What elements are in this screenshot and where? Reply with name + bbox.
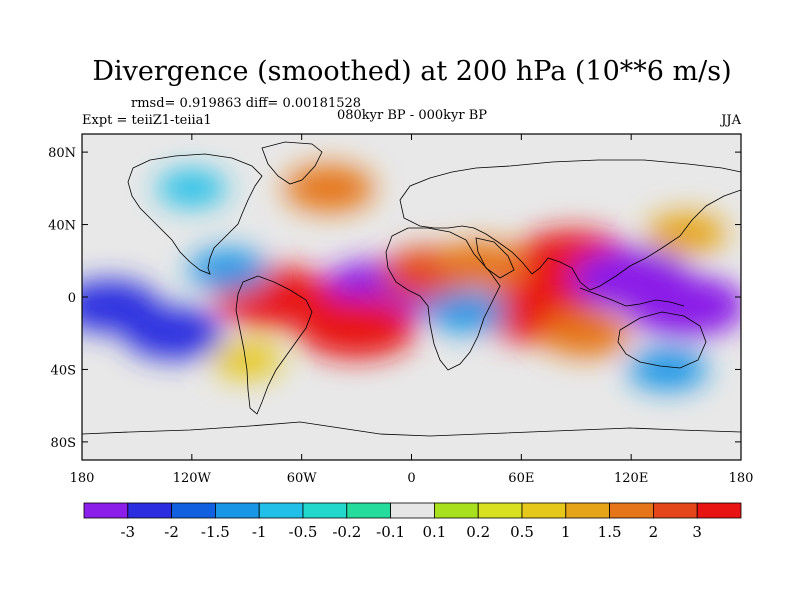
colorbar-label: 1.5 — [598, 523, 622, 541]
anomaly-blob — [626, 275, 741, 338]
anomaly-blob — [211, 341, 282, 379]
colorbar-label: -1 — [252, 523, 267, 541]
coastline-antarctica — [82, 421, 741, 437]
coastline-arabia — [475, 237, 515, 279]
coastline-australia — [617, 311, 707, 369]
lon-tick-label: 60E — [508, 471, 534, 486]
lon-tick-label: 180 — [70, 471, 95, 486]
lat-tick-label: 40N — [48, 219, 76, 234]
colorbar-label: 0.1 — [422, 523, 446, 541]
lon-tick-label: 120W — [173, 471, 212, 486]
anomaly-blob — [646, 212, 727, 255]
colorbar-label: 3 — [692, 523, 702, 541]
colorbar-swatch — [127, 502, 173, 519]
colorbar: -3 -2 -1.5 -1 -0.5 -0.2 -0.1 0.1 0.2 0.5 1 1.5 2 3 — [83, 502, 742, 541]
lat-tick-label: 0 — [68, 291, 76, 306]
lon-tick-label: 180 — [729, 471, 754, 486]
anomaly-blob — [156, 169, 227, 207]
colorbar-label: 0.2 — [466, 523, 490, 541]
colorbar-swatch — [433, 502, 479, 519]
colorbar-swatch — [346, 502, 391, 519]
lat-tick-label: 40S — [51, 363, 76, 378]
anomaly-blob — [123, 307, 224, 360]
coastline-south-america — [235, 275, 313, 415]
colorbar-label: -1.5 — [201, 523, 230, 541]
period-label: 080kyr BP - 000kyr BP — [337, 108, 487, 123]
lat-tick-label: 80N — [48, 146, 76, 161]
coastline-north-america — [127, 153, 263, 275]
colorbar-swatch — [609, 502, 654, 519]
colorbar-label: -3 — [120, 523, 135, 541]
colorbar-swatch — [302, 502, 348, 519]
anomaly-blob — [540, 309, 631, 357]
anomaly-blob — [296, 296, 417, 359]
anomaly-blob — [188, 248, 269, 291]
lon-tick-label: 0 — [407, 471, 415, 486]
latitude-axis: 80N 40N 0 40S 80S — [48, 146, 741, 451]
coastline-maritime-continent — [579, 287, 685, 307]
colorbar-swatch — [521, 502, 567, 519]
coastline-greenland — [261, 141, 323, 185]
colorbar-label: 2 — [649, 523, 659, 541]
anomaly-blob — [436, 240, 527, 288]
colorbar-label: 0.5 — [510, 523, 534, 541]
colorbar-label: -2 — [164, 523, 179, 541]
main-title: Divergence (smoothed) at 200 hPa (10**6 … — [92, 56, 731, 87]
colorbar-label: -0.1 — [376, 523, 405, 541]
lat-tick-label: 80S — [51, 436, 76, 451]
coastline-europe-asia — [399, 159, 741, 291]
colorbar-swatch — [390, 502, 435, 519]
colorbar-swatch — [696, 502, 742, 519]
anomaly-blob — [627, 348, 708, 391]
colorbar-swatch — [83, 502, 129, 519]
colorbar-swatch — [653, 502, 698, 519]
colorbar-swatch — [565, 502, 610, 519]
colorbar-swatch — [171, 502, 216, 519]
colorbar-swatch — [258, 502, 304, 519]
lon-tick-label: 120E — [614, 471, 648, 486]
anomaly-blob — [426, 290, 507, 333]
colorbar-label: -0.2 — [332, 523, 361, 541]
lon-tick-label: 60W — [287, 471, 318, 486]
map-panel: 180 120W 60W 0 60E 120E 180 80N 40N 0 40S 80S — [48, 133, 754, 486]
colorbar-swatch — [214, 502, 260, 519]
anomaly-blob — [284, 164, 375, 212]
experiment-label: Expt = teiiZ1-teiia1 — [82, 113, 212, 128]
colorbar-label: 1 — [561, 523, 571, 541]
colorbar-swatch — [477, 502, 523, 519]
colorbar-label: -0.5 — [289, 523, 318, 541]
longitude-axis: 180 120W 60W 0 60E 120E 180 — [70, 134, 754, 486]
stats-label: rmsd= 0.919863 diff= 0.00181528 — [131, 96, 361, 111]
coastline-layer — [82, 141, 741, 437]
coastline-africa — [385, 227, 501, 371]
season-label: JJA — [719, 113, 741, 128]
